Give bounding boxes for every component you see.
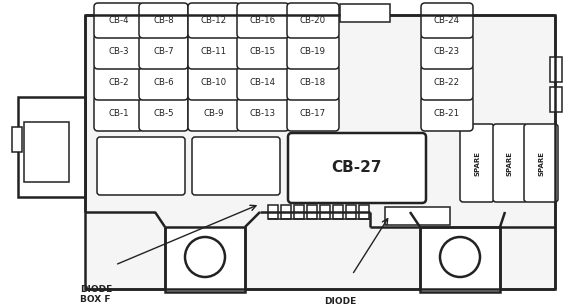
- Bar: [268, 205, 278, 219]
- Text: SPARE: SPARE: [538, 150, 544, 176]
- Text: CB-27: CB-27: [332, 161, 382, 176]
- FancyBboxPatch shape: [287, 96, 339, 131]
- FancyBboxPatch shape: [188, 3, 240, 38]
- Text: CB-23: CB-23: [434, 47, 460, 56]
- Bar: [165, 227, 245, 292]
- Text: CB-22: CB-22: [434, 78, 460, 87]
- FancyBboxPatch shape: [94, 96, 143, 131]
- Text: DIODE
BOX F: DIODE BOX F: [80, 285, 112, 305]
- Text: CB-2: CB-2: [108, 78, 129, 87]
- Bar: [294, 205, 304, 219]
- Text: CB-15: CB-15: [250, 47, 276, 56]
- Text: CB-18: CB-18: [300, 78, 326, 87]
- Text: CB-14: CB-14: [250, 78, 276, 87]
- Text: SPARE: SPARE: [507, 150, 513, 176]
- FancyBboxPatch shape: [192, 137, 280, 195]
- Circle shape: [440, 237, 480, 277]
- FancyBboxPatch shape: [139, 34, 188, 69]
- FancyBboxPatch shape: [94, 34, 143, 69]
- Bar: [346, 205, 356, 219]
- Text: CB-10: CB-10: [201, 78, 227, 87]
- Circle shape: [185, 237, 225, 277]
- FancyBboxPatch shape: [188, 34, 240, 69]
- Bar: [281, 205, 291, 219]
- FancyBboxPatch shape: [188, 65, 240, 100]
- Text: CB-8: CB-8: [153, 16, 174, 25]
- Bar: [85, 15, 555, 289]
- Bar: [12, 127, 22, 152]
- Text: CB-12: CB-12: [201, 16, 227, 25]
- FancyBboxPatch shape: [421, 96, 473, 131]
- Text: CB-13: CB-13: [250, 109, 276, 118]
- Text: SPARE: SPARE: [474, 150, 480, 176]
- Text: CB-21: CB-21: [434, 109, 460, 118]
- FancyBboxPatch shape: [460, 124, 494, 202]
- FancyBboxPatch shape: [287, 3, 339, 38]
- Text: CB-7: CB-7: [153, 47, 174, 56]
- Text: CB-1: CB-1: [108, 109, 129, 118]
- Text: CB-6: CB-6: [153, 78, 174, 87]
- FancyBboxPatch shape: [237, 65, 289, 100]
- Bar: [333, 205, 343, 219]
- Text: CB-5: CB-5: [153, 109, 174, 118]
- Text: CB-4: CB-4: [108, 16, 129, 25]
- Bar: [550, 87, 562, 112]
- Text: CB-11: CB-11: [201, 47, 227, 56]
- FancyBboxPatch shape: [493, 124, 527, 202]
- FancyBboxPatch shape: [288, 133, 426, 203]
- Text: CB-20: CB-20: [300, 16, 326, 25]
- Bar: [340, 4, 390, 22]
- FancyBboxPatch shape: [421, 65, 473, 100]
- FancyBboxPatch shape: [237, 34, 289, 69]
- FancyBboxPatch shape: [97, 137, 185, 195]
- Bar: [385, 207, 450, 225]
- FancyBboxPatch shape: [421, 34, 473, 69]
- Bar: [24, 122, 69, 182]
- FancyBboxPatch shape: [287, 65, 339, 100]
- FancyBboxPatch shape: [524, 124, 558, 202]
- FancyBboxPatch shape: [139, 96, 188, 131]
- Text: CB-3: CB-3: [108, 47, 129, 56]
- FancyBboxPatch shape: [287, 34, 339, 69]
- Text: DIODE
BOX G: DIODE BOX G: [324, 297, 356, 307]
- Text: CB-19: CB-19: [300, 47, 326, 56]
- Text: CB-16: CB-16: [250, 16, 276, 25]
- FancyBboxPatch shape: [139, 65, 188, 100]
- Text: CB-17: CB-17: [300, 109, 326, 118]
- Bar: [307, 205, 317, 219]
- Bar: [359, 205, 369, 219]
- FancyBboxPatch shape: [94, 65, 143, 100]
- Text: CB-24: CB-24: [434, 16, 460, 25]
- Bar: [420, 227, 500, 292]
- FancyBboxPatch shape: [421, 3, 473, 38]
- Bar: [550, 57, 562, 82]
- Bar: [320, 205, 330, 219]
- FancyBboxPatch shape: [94, 3, 143, 38]
- FancyBboxPatch shape: [188, 96, 240, 131]
- FancyBboxPatch shape: [139, 3, 188, 38]
- FancyBboxPatch shape: [237, 3, 289, 38]
- FancyBboxPatch shape: [237, 96, 289, 131]
- Text: CB-9: CB-9: [203, 109, 224, 118]
- Bar: [18, 97, 85, 197]
